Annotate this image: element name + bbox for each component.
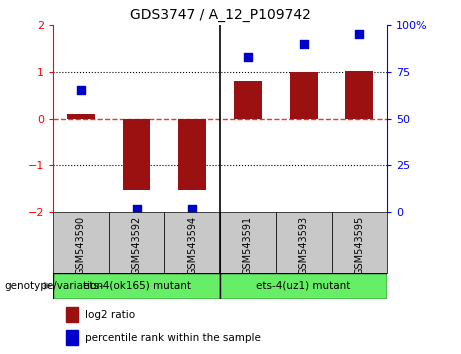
- Text: GSM543593: GSM543593: [299, 215, 309, 275]
- Bar: [67, 114, 95, 119]
- Bar: [220, 212, 276, 273]
- Point: [133, 206, 140, 211]
- Text: GSM543595: GSM543595: [355, 215, 364, 275]
- Text: genotype/variation: genotype/variation: [5, 281, 104, 291]
- Text: GSM543591: GSM543591: [243, 215, 253, 275]
- Text: percentile rank within the sample: percentile rank within the sample: [85, 333, 261, 343]
- Bar: [109, 212, 165, 273]
- Point: [77, 87, 84, 93]
- Bar: [178, 119, 206, 190]
- Bar: [234, 81, 262, 119]
- Text: GSM543592: GSM543592: [131, 215, 142, 275]
- Bar: [220, 273, 387, 299]
- Bar: [66, 307, 78, 322]
- Bar: [123, 119, 150, 190]
- Text: log2 ratio: log2 ratio: [85, 310, 135, 320]
- Bar: [276, 212, 331, 273]
- Point: [244, 54, 252, 59]
- Text: ets-4(ok165) mutant: ets-4(ok165) mutant: [83, 281, 190, 291]
- Bar: [345, 71, 373, 119]
- Text: GSM543590: GSM543590: [76, 215, 86, 275]
- Bar: [66, 330, 78, 345]
- Point: [356, 31, 363, 37]
- Point: [189, 206, 196, 211]
- Bar: [53, 212, 109, 273]
- Bar: [331, 212, 387, 273]
- Text: ets-4(uz1) mutant: ets-4(uz1) mutant: [256, 281, 351, 291]
- Text: GSM543594: GSM543594: [187, 215, 197, 275]
- Title: GDS3747 / A_12_P109742: GDS3747 / A_12_P109742: [130, 8, 311, 22]
- Bar: [53, 273, 220, 299]
- Bar: [290, 72, 318, 119]
- Bar: [165, 212, 220, 273]
- Point: [300, 41, 307, 46]
